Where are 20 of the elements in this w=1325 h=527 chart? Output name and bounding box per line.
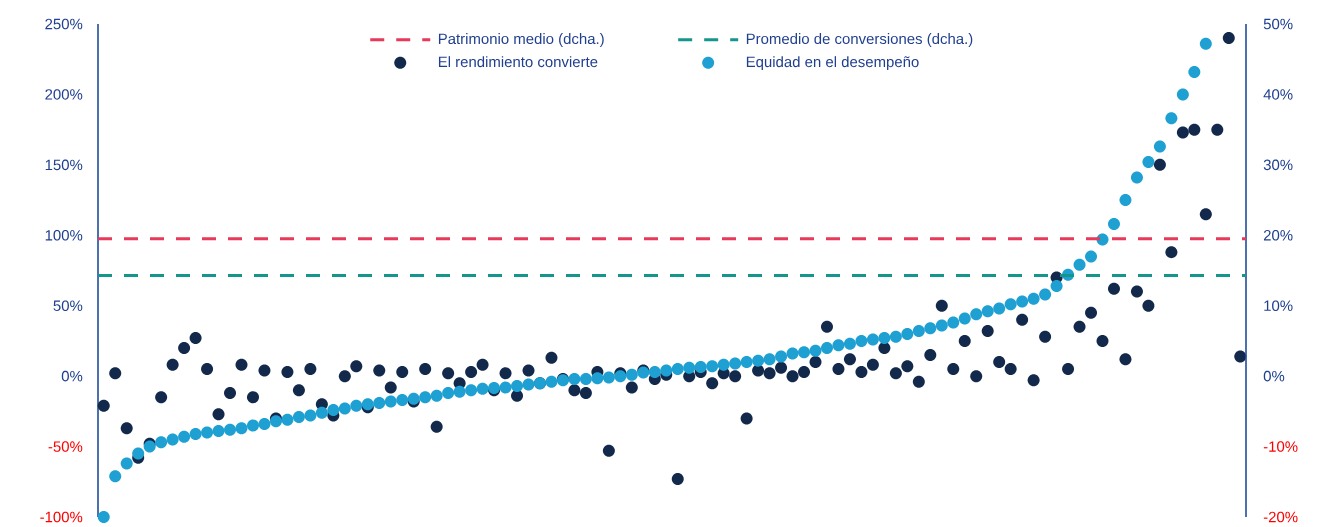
y2-tick-label: 40% — [1263, 89, 1293, 100]
y-tick-label: 200% — [45, 89, 83, 100]
legend-label: Patrimonio medio (dcha.) — [438, 32, 604, 47]
y-tick-label: -100% — [40, 511, 83, 523]
y2-tick-label: 10% — [1264, 300, 1293, 311]
y2-tick-label: 30% — [1263, 159, 1293, 171]
y-tick-label: 100% — [45, 229, 83, 241]
legend-label: Promedio de conversiones (dcha.) — [746, 32, 973, 47]
y2-tick-label: 50% — [1263, 18, 1293, 30]
y-tick-label: 250% — [45, 18, 83, 30]
y2-tick-label: 0% — [1263, 370, 1285, 382]
legend-label: Equidad en el desempeño — [746, 56, 919, 70]
y2-tick-label: 20% — [1263, 229, 1293, 241]
y-tick-label: 50% — [53, 300, 83, 311]
y-tick-label: -50% — [48, 441, 83, 452]
y2-tick-label: -20% — [1263, 511, 1298, 523]
y-tick-label: 150% — [45, 159, 83, 171]
legend-label: El rendimiento convierte — [438, 56, 598, 68]
y-tick-label: 0% — [61, 370, 83, 382]
y2-tick-label: -10% — [1263, 441, 1298, 452]
